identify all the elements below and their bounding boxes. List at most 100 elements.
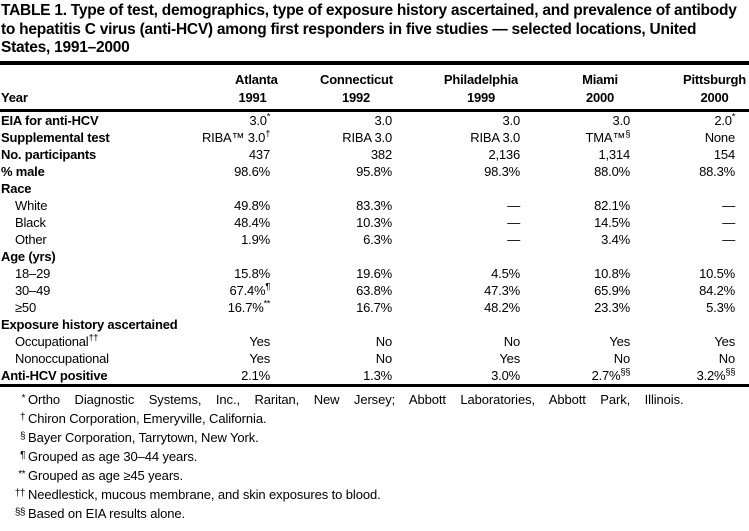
table-row: 18–29 15.8% 19.6% 4.5% 10.8% 10.5%	[0, 265, 749, 282]
cell	[520, 316, 630, 333]
cell: 65.9%	[594, 282, 630, 298]
cell: 10.8%	[594, 265, 630, 281]
cell: 16.7%**	[227, 298, 271, 315]
cell: None	[704, 129, 735, 145]
table-row: ≥50 16.7%** 16.7% 48.2% 23.3% 5.3%	[0, 299, 749, 316]
table-row: Nonoccupational Yes No Yes No No	[0, 350, 749, 367]
cell: 47.3%	[484, 282, 520, 298]
cell: 19.6%	[356, 265, 392, 281]
cell: RIBA 3.0	[342, 129, 392, 145]
row-label: Nonoccupational	[15, 350, 109, 366]
cell: Yes	[499, 350, 520, 366]
cell	[392, 180, 520, 197]
cell: RIBA 3.0	[470, 129, 520, 145]
cell: 15.8%	[234, 265, 270, 281]
footnote-marker: ¶	[20, 449, 25, 461]
cell	[392, 316, 520, 333]
cell: 23.3%	[594, 299, 630, 315]
cell: —	[507, 214, 520, 230]
cell: No	[375, 333, 392, 349]
cell: TMA™§	[585, 128, 631, 145]
cell: 2.1%	[241, 367, 270, 383]
cell	[520, 248, 630, 265]
column-header-philadelphia: Philadelphia	[443, 71, 519, 87]
table-row: EIA for anti-HCV 3.0* 3.0 3.0 3.0 2.0*	[0, 110, 749, 129]
cell: 95.8%	[356, 163, 392, 179]
cell: RIBA™ 3.0†	[201, 128, 271, 145]
footnote-marker: §	[19, 430, 26, 442]
cell	[630, 316, 749, 333]
table-row: Black 48.4% 10.3% — 14.5% —	[0, 214, 749, 231]
year-row-label: Year	[1, 89, 28, 105]
footnote-marker: ††	[14, 487, 26, 499]
cell: 1.3%	[363, 367, 392, 383]
cell: 10.3%	[356, 214, 392, 230]
cell: Yes	[714, 333, 735, 349]
cell: 2,136	[488, 146, 520, 162]
row-label: Race	[1, 180, 32, 196]
cell: 88.0%	[594, 163, 630, 179]
cell: 83.3%	[356, 197, 392, 213]
cell: 16.7%	[356, 299, 392, 315]
row-label: ≥50	[15, 299, 36, 315]
row-label: Supplemental test	[1, 129, 110, 145]
header-row-years: Year 1991 1992 1999 2000 2000	[0, 87, 749, 111]
cell	[185, 316, 270, 333]
column-header-connecticut: Connecticut	[320, 71, 393, 87]
cell: 98.3%	[484, 163, 520, 179]
column-year-philadelphia: 1999	[466, 89, 496, 105]
cell: 10.5%	[699, 265, 735, 281]
cell: No	[718, 350, 735, 366]
cell	[185, 248, 270, 265]
footnote: * Ortho Diagnostic Systems, Inc., Raritan…	[0, 391, 749, 410]
cell: 4.5%	[491, 265, 520, 281]
table-header: Atlanta Connecticut Philadelphia Miami Pitts…	[0, 65, 749, 111]
cell: 3.0	[374, 112, 393, 128]
cell: 67.4%¶	[229, 281, 271, 298]
cell: 3.0%	[491, 367, 520, 383]
row-label: Age (yrs)	[1, 248, 56, 264]
row-label: Anti-HCV positive	[1, 367, 108, 383]
cell: 49.8%	[234, 197, 270, 213]
cell: 382	[370, 146, 392, 162]
table-row: White 49.8% 83.3% — 82.1% —	[0, 197, 749, 214]
footnote-text: Ortho Diagnostic Systems, Inc., Raritan,…	[28, 391, 684, 407]
cell	[270, 316, 392, 333]
footnote-marker: **	[18, 468, 25, 480]
cell: 5.3%	[706, 299, 735, 315]
cell: 3.0	[612, 112, 631, 128]
row-label: Black	[15, 214, 46, 230]
cell: —	[507, 231, 520, 247]
cell: 48.4%	[234, 214, 270, 230]
footnote: § Bayer Corporation, Tarrytown, New York.	[0, 429, 749, 448]
cell: No	[375, 350, 392, 366]
cell: 154	[713, 146, 735, 162]
footnote: ¶ Grouped as age 30–44 years.	[0, 448, 749, 467]
cell: 3.0*	[249, 111, 270, 128]
cell: —	[507, 197, 520, 213]
cell: 1,314	[598, 146, 630, 162]
column-year-atlanta: 1991	[238, 89, 267, 105]
cell: Yes	[249, 333, 270, 349]
table-row: Anti-HCV positive 2.1% 1.3% 3.0% 2.7%§§ 3.2%§…	[0, 367, 749, 386]
cell: —	[722, 214, 735, 230]
cell	[270, 248, 392, 265]
cell: 2.7%§§	[591, 366, 631, 383]
cell	[270, 180, 392, 197]
cell: Yes	[249, 350, 270, 366]
cell: —	[722, 197, 735, 213]
table-row: Other 1.9% 6.3% — 3.4% —	[0, 231, 749, 248]
footnote-text: Bayer Corporation, Tarrytown, New York.	[28, 429, 259, 445]
cell: Yes	[609, 333, 630, 349]
table-row: Age (yrs)	[0, 248, 749, 265]
cell	[392, 248, 520, 265]
header-row-cities: Atlanta Connecticut Philadelphia Miami Pitts…	[0, 65, 749, 87]
cell: 84.2%	[699, 282, 735, 298]
cell: 63.8%	[356, 282, 392, 298]
cell: 6.3%	[363, 231, 392, 247]
column-year-miami: 2000	[585, 89, 615, 105]
footnote: ** Grouped as age ≥45 years.	[0, 467, 749, 486]
cell: 3.0	[502, 112, 521, 128]
footnote-text: Based on EIA results alone.	[28, 505, 186, 521]
footnote: † Chiron Corporation, Emeryville, Califor…	[0, 410, 749, 429]
